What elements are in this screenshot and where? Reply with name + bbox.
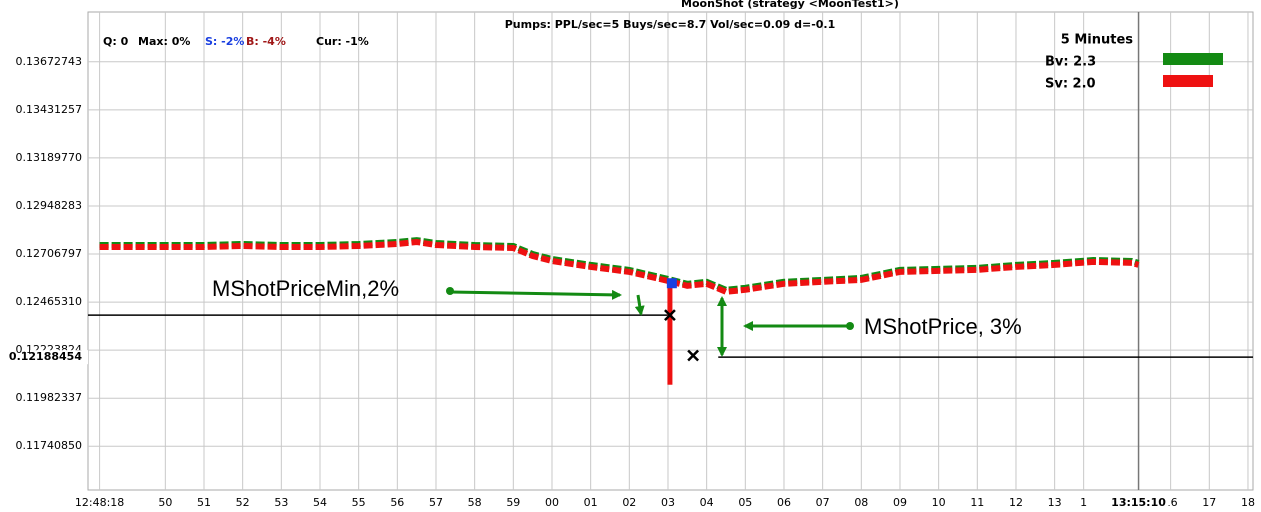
now-label: 13:15:10 bbox=[1111, 496, 1166, 509]
x-tick-label: 05 bbox=[738, 496, 752, 509]
x-tick-label: 13 bbox=[1048, 496, 1062, 509]
x-tick-label: 02 bbox=[622, 496, 636, 509]
arrow bbox=[634, 294, 645, 316]
status-max: Max: 0% bbox=[138, 35, 190, 48]
annotation: MShotPriceMin,2% bbox=[212, 276, 399, 301]
x-tick-label: 1 bbox=[1080, 496, 1087, 509]
x-tick-label: 17 bbox=[1202, 496, 1216, 509]
marks bbox=[88, 237, 1253, 385]
x-tick-label: 18 bbox=[1241, 496, 1255, 509]
x-tick-label: 06 bbox=[777, 496, 791, 509]
x-tick-label: 12 bbox=[1009, 496, 1023, 509]
chart-subtitle: Pumps: PPL/sec=5 Buys/sec=8.7 Vol/sec=0.… bbox=[505, 18, 836, 31]
y-tick-label: 0.12465310 bbox=[16, 295, 82, 308]
level-label-bg bbox=[30, 350, 88, 365]
level-label: 0.12188454 bbox=[9, 350, 82, 363]
x-tick-label: 11 bbox=[970, 496, 984, 509]
status-s: S: -2% bbox=[205, 35, 244, 48]
x-tick-label: 07 bbox=[816, 496, 830, 509]
x-tick-label: 12:48:18 bbox=[75, 496, 124, 509]
x-tick-label: 51 bbox=[197, 496, 211, 509]
status-b: B: -4% bbox=[246, 35, 286, 48]
x-tick-label: 10 bbox=[932, 496, 946, 509]
y-tick-label: 0.13672743 bbox=[16, 55, 82, 68]
x-tick-label: 52 bbox=[236, 496, 250, 509]
y-tick-label: 0.11740850 bbox=[16, 439, 82, 452]
chart-title: MoonShot (strategy <MoonTest1>) bbox=[681, 0, 899, 10]
price-line bbox=[99, 238, 1140, 295]
y-tick-label: 0.13431257 bbox=[16, 103, 82, 116]
y-tick-label: 0.11982337 bbox=[16, 391, 82, 404]
status-cur: Cur: -1% bbox=[316, 35, 369, 48]
legend-label: Bv: 2.3 bbox=[1045, 55, 1096, 70]
x-tick-label: 50 bbox=[158, 496, 172, 509]
x-tick-label: 55 bbox=[352, 496, 366, 509]
x-tick-label: 56 bbox=[390, 496, 404, 509]
y-tick-label: 0.12706797 bbox=[16, 247, 82, 260]
buy-marker bbox=[666, 278, 677, 289]
x-tick-label: 03 bbox=[661, 496, 675, 509]
legend-label: Sv: 2.0 bbox=[1045, 77, 1096, 92]
arrows bbox=[446, 287, 854, 357]
legend-swatch bbox=[1163, 53, 1223, 65]
cross-marker bbox=[687, 349, 700, 362]
y-tick-label: 0.12948283 bbox=[16, 199, 82, 212]
plot-area bbox=[87, 11, 1254, 491]
spike bbox=[667, 279, 673, 385]
arrow bbox=[449, 289, 622, 300]
x-tick-label: 54 bbox=[313, 496, 327, 509]
x-tick-label: 53 bbox=[274, 496, 288, 509]
status-q: Q: 0 bbox=[103, 35, 129, 48]
y-tick-label: 0.13189770 bbox=[16, 151, 82, 164]
grid bbox=[88, 12, 1253, 490]
legend-title: 5 Minutes bbox=[1061, 33, 1134, 48]
x-tick-label: 57 bbox=[429, 496, 443, 509]
x-tick-label: 08 bbox=[854, 496, 868, 509]
x-tick-label: 01 bbox=[584, 496, 598, 509]
x-tick-label: 59 bbox=[506, 496, 520, 509]
now-label-bg bbox=[1108, 495, 1169, 511]
cross-marker bbox=[664, 309, 676, 321]
x-tick-label: 09 bbox=[893, 496, 907, 509]
annotation: MShotPrice, 3% bbox=[864, 314, 1022, 339]
x-tick-label: 00 bbox=[545, 496, 559, 509]
x-tick-label: 04 bbox=[700, 496, 714, 509]
legend-swatch bbox=[1163, 75, 1213, 87]
x-tick-label: 58 bbox=[468, 496, 482, 509]
